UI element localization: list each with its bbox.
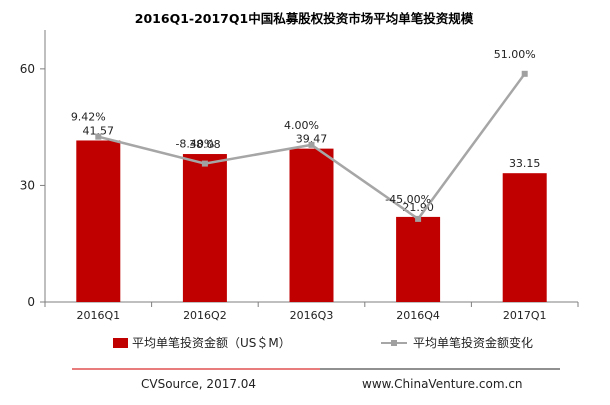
line-value-label: -8.40% bbox=[175, 138, 214, 151]
chart-title: 2016Q1-2017Q1中国私募股权投资市场平均单笔投资规模 bbox=[135, 11, 474, 26]
legend-marker-line bbox=[391, 340, 397, 346]
x-tick-label: 2017Q1 bbox=[503, 309, 547, 322]
bar bbox=[396, 216, 441, 302]
y-tick-label: 60 bbox=[20, 62, 35, 76]
legend-label-bar: 平均单笔投资金额（US＄M） bbox=[132, 335, 291, 350]
footer-source: CVSource, 2017.04 bbox=[141, 377, 256, 391]
y-tick-label: 0 bbox=[27, 295, 35, 309]
bar bbox=[76, 140, 121, 302]
footer-website: www.ChinaVenture.com.cn bbox=[362, 377, 523, 391]
line-value-label: 4.00% bbox=[284, 119, 319, 132]
legend-swatch-bar bbox=[113, 338, 128, 348]
bar-value-label: 21.90 bbox=[402, 201, 434, 214]
legend-label-line: 平均单笔投资金额变化 bbox=[413, 335, 533, 350]
bar-value-label: 38.08 bbox=[189, 138, 221, 151]
x-tick-label: 2016Q1 bbox=[76, 309, 120, 322]
line-point bbox=[415, 215, 422, 222]
bar bbox=[182, 154, 227, 302]
line-value-label: 51.00% bbox=[494, 48, 536, 61]
bar bbox=[289, 148, 334, 302]
bar-value-label: 41.57 bbox=[83, 124, 115, 137]
y-tick-label: 30 bbox=[20, 178, 35, 192]
line-value-label: -45.00% bbox=[385, 193, 431, 206]
x-tick-label: 2016Q4 bbox=[396, 309, 440, 322]
line-point bbox=[95, 133, 102, 140]
line-point bbox=[201, 160, 208, 167]
x-tick-label: 2016Q3 bbox=[290, 309, 334, 322]
bar-value-label: 39.47 bbox=[296, 133, 328, 146]
line-value-label: 9.42% bbox=[71, 111, 106, 124]
x-tick-label: 2016Q2 bbox=[183, 309, 227, 322]
line-point bbox=[521, 70, 528, 77]
bar bbox=[502, 173, 547, 302]
line-point bbox=[308, 141, 315, 148]
bar-value-label: 33.15 bbox=[509, 157, 541, 170]
